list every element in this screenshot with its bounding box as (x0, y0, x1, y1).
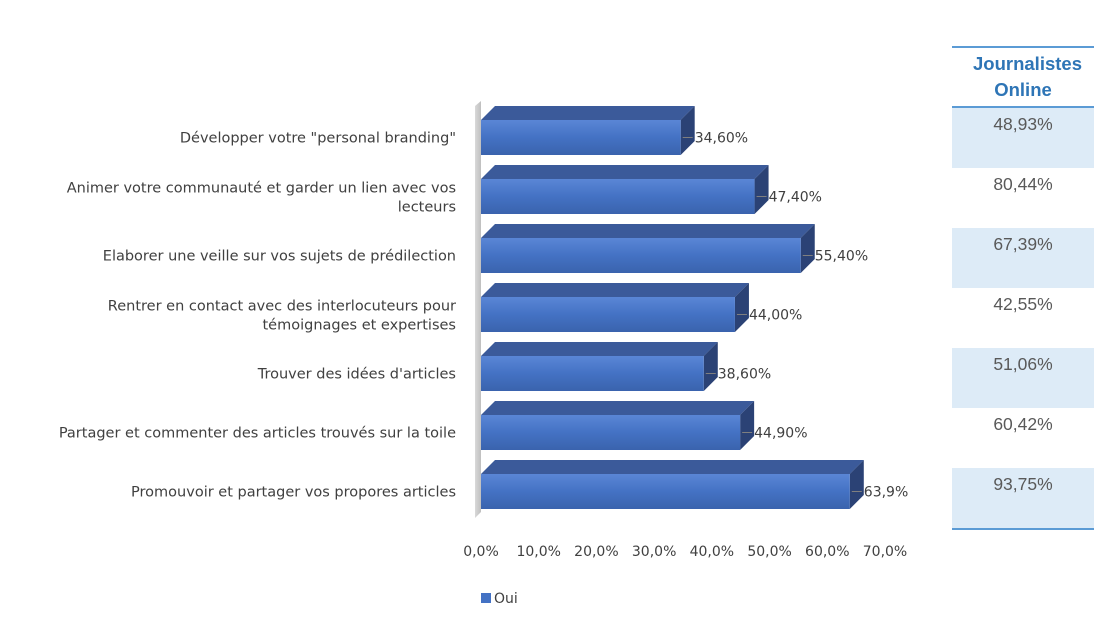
x-axis-ticks: 0,0% 10,0% 20,0% 30,0% 40,0% 50,0% 60,0% 70,0% (463, 544, 907, 560)
category-label: Elaborer une veille sur vos sujets de pr… (103, 249, 456, 265)
bar-top-face (481, 342, 718, 356)
bar-front-face (481, 297, 735, 332)
value-label: 55,40% (815, 249, 868, 265)
side-table: Journalistes Online 48,93% 80,44% 67,39% 42… (952, 46, 1094, 530)
bar-side-face (849, 460, 864, 509)
x-tick-label: 60,0% (805, 544, 849, 560)
x-tick-label: 10,0% (516, 544, 560, 560)
side-table-rows: 48,93% 80,44% 67,39% 42,55% 51,06% 60,42% 93,7… (952, 108, 1094, 528)
bar-side-face (680, 106, 695, 155)
category-label: Trouver des idées d'articles (257, 367, 456, 383)
category-label: Promouvoir et partager vos propores arti… (131, 485, 456, 501)
bar-side-face (754, 165, 769, 214)
side-table-cell: 67,39% (952, 228, 1094, 288)
bar-top-face (481, 283, 749, 297)
legend: Oui (481, 591, 518, 607)
side-table-cell: 93,75% (952, 468, 1094, 528)
side-table-cell: 60,42% (993, 414, 1053, 434)
bar-side-face (800, 224, 815, 273)
bar-top-face (481, 401, 755, 415)
value-label: 63,9% (864, 485, 908, 501)
category-label: Rentrer en contact avec des interlocuteu… (108, 299, 456, 334)
bar-top-face (481, 224, 815, 238)
bar-top-face (481, 460, 864, 474)
side-table-cell: 51,06% (952, 348, 1094, 408)
x-tick-label: 20,0% (574, 544, 618, 560)
x-tick-label: 0,0% (463, 544, 499, 560)
value-label: 47,40% (769, 190, 822, 206)
bar-front-face (481, 120, 681, 155)
x-tick-label: 50,0% (747, 544, 791, 560)
bar-front-face (481, 179, 755, 214)
category-label: Animer votre communauté et garder un lie… (67, 181, 456, 216)
bar-front-face (481, 356, 704, 391)
value-label: 38,60% (718, 367, 771, 383)
axis-wall-shape (475, 101, 481, 518)
bar-side-face (734, 283, 749, 332)
bar-6 (481, 401, 755, 450)
side-table-header: Journalistes Online (952, 46, 1094, 108)
value-label: 44,00% (749, 308, 802, 324)
legend-swatch-oui (481, 593, 491, 603)
category-labels: Développer votre "personal branding" Anim… (59, 131, 456, 501)
bar-front-face (481, 238, 801, 273)
side-table-bottom-rule (952, 528, 1094, 530)
bar-top-face (481, 106, 695, 120)
bar-top-face (481, 165, 769, 179)
bar-5 (481, 342, 718, 391)
bar-1 (481, 106, 695, 155)
bar-front-face (481, 474, 850, 509)
bar-3 (481, 224, 815, 273)
side-table-cell: 80,44% (993, 174, 1053, 194)
category-label: Partager et commenter des articles trouv… (59, 426, 456, 442)
x-tick-label: 70,0% (863, 544, 907, 560)
category-label: Développer votre "personal branding" (180, 131, 456, 147)
x-tick-label: 30,0% (632, 544, 676, 560)
bar-7 (481, 460, 864, 509)
bar-side-face (703, 342, 718, 391)
axis-wall (475, 101, 481, 518)
value-label: 34,60% (695, 131, 748, 147)
bar-side-face (740, 401, 755, 450)
value-label: 44,90% (754, 426, 807, 442)
bar-2 (481, 165, 769, 214)
bars (481, 106, 864, 509)
legend-label-oui: Oui (494, 591, 518, 607)
side-table-header-text: Journalistes Online (973, 53, 1082, 100)
value-labels: 34,60% 47,40% 55,40% 44,00% 38,60% 44,90% 63,9… (682, 131, 908, 501)
bar-4 (481, 283, 749, 332)
side-table-cell: 48,93% (952, 108, 1094, 168)
side-table-cell: 42,55% (993, 294, 1053, 314)
bar-front-face (481, 415, 741, 450)
x-tick-label: 40,0% (690, 544, 734, 560)
